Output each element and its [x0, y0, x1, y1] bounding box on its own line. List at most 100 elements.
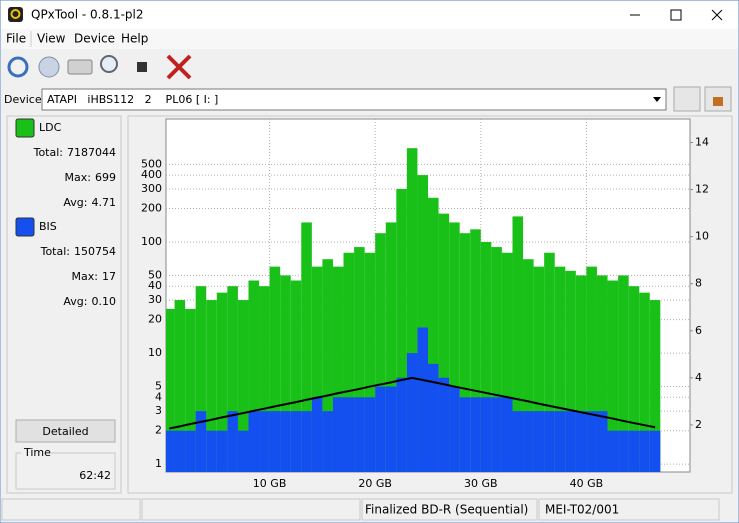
settings-tool[interactable]: [166, 54, 192, 80]
bar: [596, 275, 608, 472]
bar: [396, 188, 407, 472]
y-tick-label: 500: [141, 157, 162, 170]
bar: [237, 430, 249, 472]
bar: [174, 430, 186, 472]
menu: File View Device Help: [6, 31, 148, 47]
y2-tick-label: 4: [695, 371, 702, 384]
y-tick-label: 300: [141, 182, 162, 195]
bar: [523, 411, 534, 472]
bar: [216, 430, 228, 472]
stat-line: Total: 7187044: [33, 146, 116, 159]
media-type: Finalized BD-R (Sequential): [365, 503, 528, 517]
stat-label: Max:: [72, 270, 98, 283]
bar: [470, 397, 481, 472]
bar: [280, 411, 291, 472]
bar: [544, 252, 555, 472]
maximize-button[interactable]: [670, 9, 682, 21]
scan-tool[interactable]: [100, 55, 118, 73]
bar: [248, 411, 260, 472]
bar: [216, 292, 228, 472]
bar: [417, 175, 428, 472]
refresh-tool[interactable]: [7, 56, 29, 78]
bar: [195, 411, 207, 472]
bar: [166, 308, 175, 472]
bar: [259, 286, 270, 472]
bar: [364, 252, 376, 472]
bar: [438, 377, 450, 472]
menu-item[interactable]: Device: [74, 32, 115, 46]
y-tick-label: 3: [155, 404, 162, 417]
bar: [375, 386, 386, 472]
status-cell: [141, 498, 361, 521]
y-tick-label: 50: [148, 268, 162, 281]
app-icon-mark: [10, 9, 21, 19]
stop-tool[interactable]: [137, 62, 147, 72]
y-tick-label: 100: [141, 235, 162, 248]
menu-bar: [1, 29, 738, 49]
y-tick-label: 400: [141, 168, 162, 181]
bar: [343, 252, 355, 472]
close-button[interactable]: [711, 9, 723, 21]
bar: [195, 286, 207, 472]
device-tool[interactable]: [67, 59, 93, 75]
y2-tick-label: 10: [695, 230, 709, 243]
dropdown-arrow[interactable]: [653, 97, 661, 102]
bar: [259, 411, 270, 472]
bar: [470, 229, 481, 472]
bar: [639, 430, 650, 472]
x-tick-label: 20 GB: [358, 477, 392, 490]
device-label: Device:: [4, 93, 45, 106]
bar: [174, 300, 186, 472]
bar: [311, 266, 323, 472]
bar: [512, 411, 524, 472]
status-cell: [361, 498, 538, 521]
detailed-button-label[interactable]: Detailed: [42, 425, 88, 438]
bar: [311, 397, 323, 472]
media-id: MEI-T02/001: [545, 503, 619, 517]
menu-item[interactable]: File: [6, 32, 26, 46]
legend-swatch: [15, 118, 35, 138]
lock-icon: [713, 97, 723, 106]
y-tick-label: 1: [155, 457, 162, 470]
media-info-tool[interactable]: [38, 56, 60, 78]
bar: [501, 397, 513, 472]
device-value: ATAPI iHBS112 2 PL06 [ I: ]: [47, 93, 218, 106]
bar: [248, 280, 260, 472]
bar: [596, 411, 608, 472]
y2-tick-label: 8: [695, 277, 702, 290]
bar: [575, 275, 587, 472]
legend-swatch: [15, 217, 35, 237]
bar: [565, 411, 576, 472]
y-tick-label: 30: [148, 293, 162, 306]
bar: [480, 397, 492, 472]
stat-value: 4.71: [92, 196, 117, 209]
menu-item[interactable]: View: [37, 32, 66, 46]
y-tick-label: 200: [141, 202, 162, 215]
bar: [206, 300, 217, 472]
y-tick-label: 10: [148, 346, 162, 359]
bar: [206, 430, 217, 472]
bar: [533, 266, 545, 472]
stat-label: Total:: [40, 245, 70, 258]
eject-button[interactable]: [673, 86, 701, 112]
menu-item[interactable]: Help: [121, 32, 148, 46]
bar: [554, 266, 566, 472]
plot: [166, 119, 690, 472]
toolbar: [7, 54, 192, 80]
window-title: QPxTool - 0.8.1-pl2: [31, 8, 144, 22]
bar: [185, 430, 196, 472]
bar: [417, 327, 428, 472]
bar: [322, 411, 333, 472]
bar: [480, 241, 492, 472]
bar: [301, 411, 312, 472]
bar: [385, 386, 397, 472]
y-tick-label: 2: [155, 424, 162, 437]
device-select[interactable]: [41, 88, 667, 111]
stat-line: Avg: 0.10: [63, 295, 116, 308]
bar: [523, 259, 534, 472]
detailed-button[interactable]: [15, 419, 116, 443]
bar: [438, 213, 450, 472]
bar: [628, 286, 640, 472]
bar: [269, 411, 281, 472]
